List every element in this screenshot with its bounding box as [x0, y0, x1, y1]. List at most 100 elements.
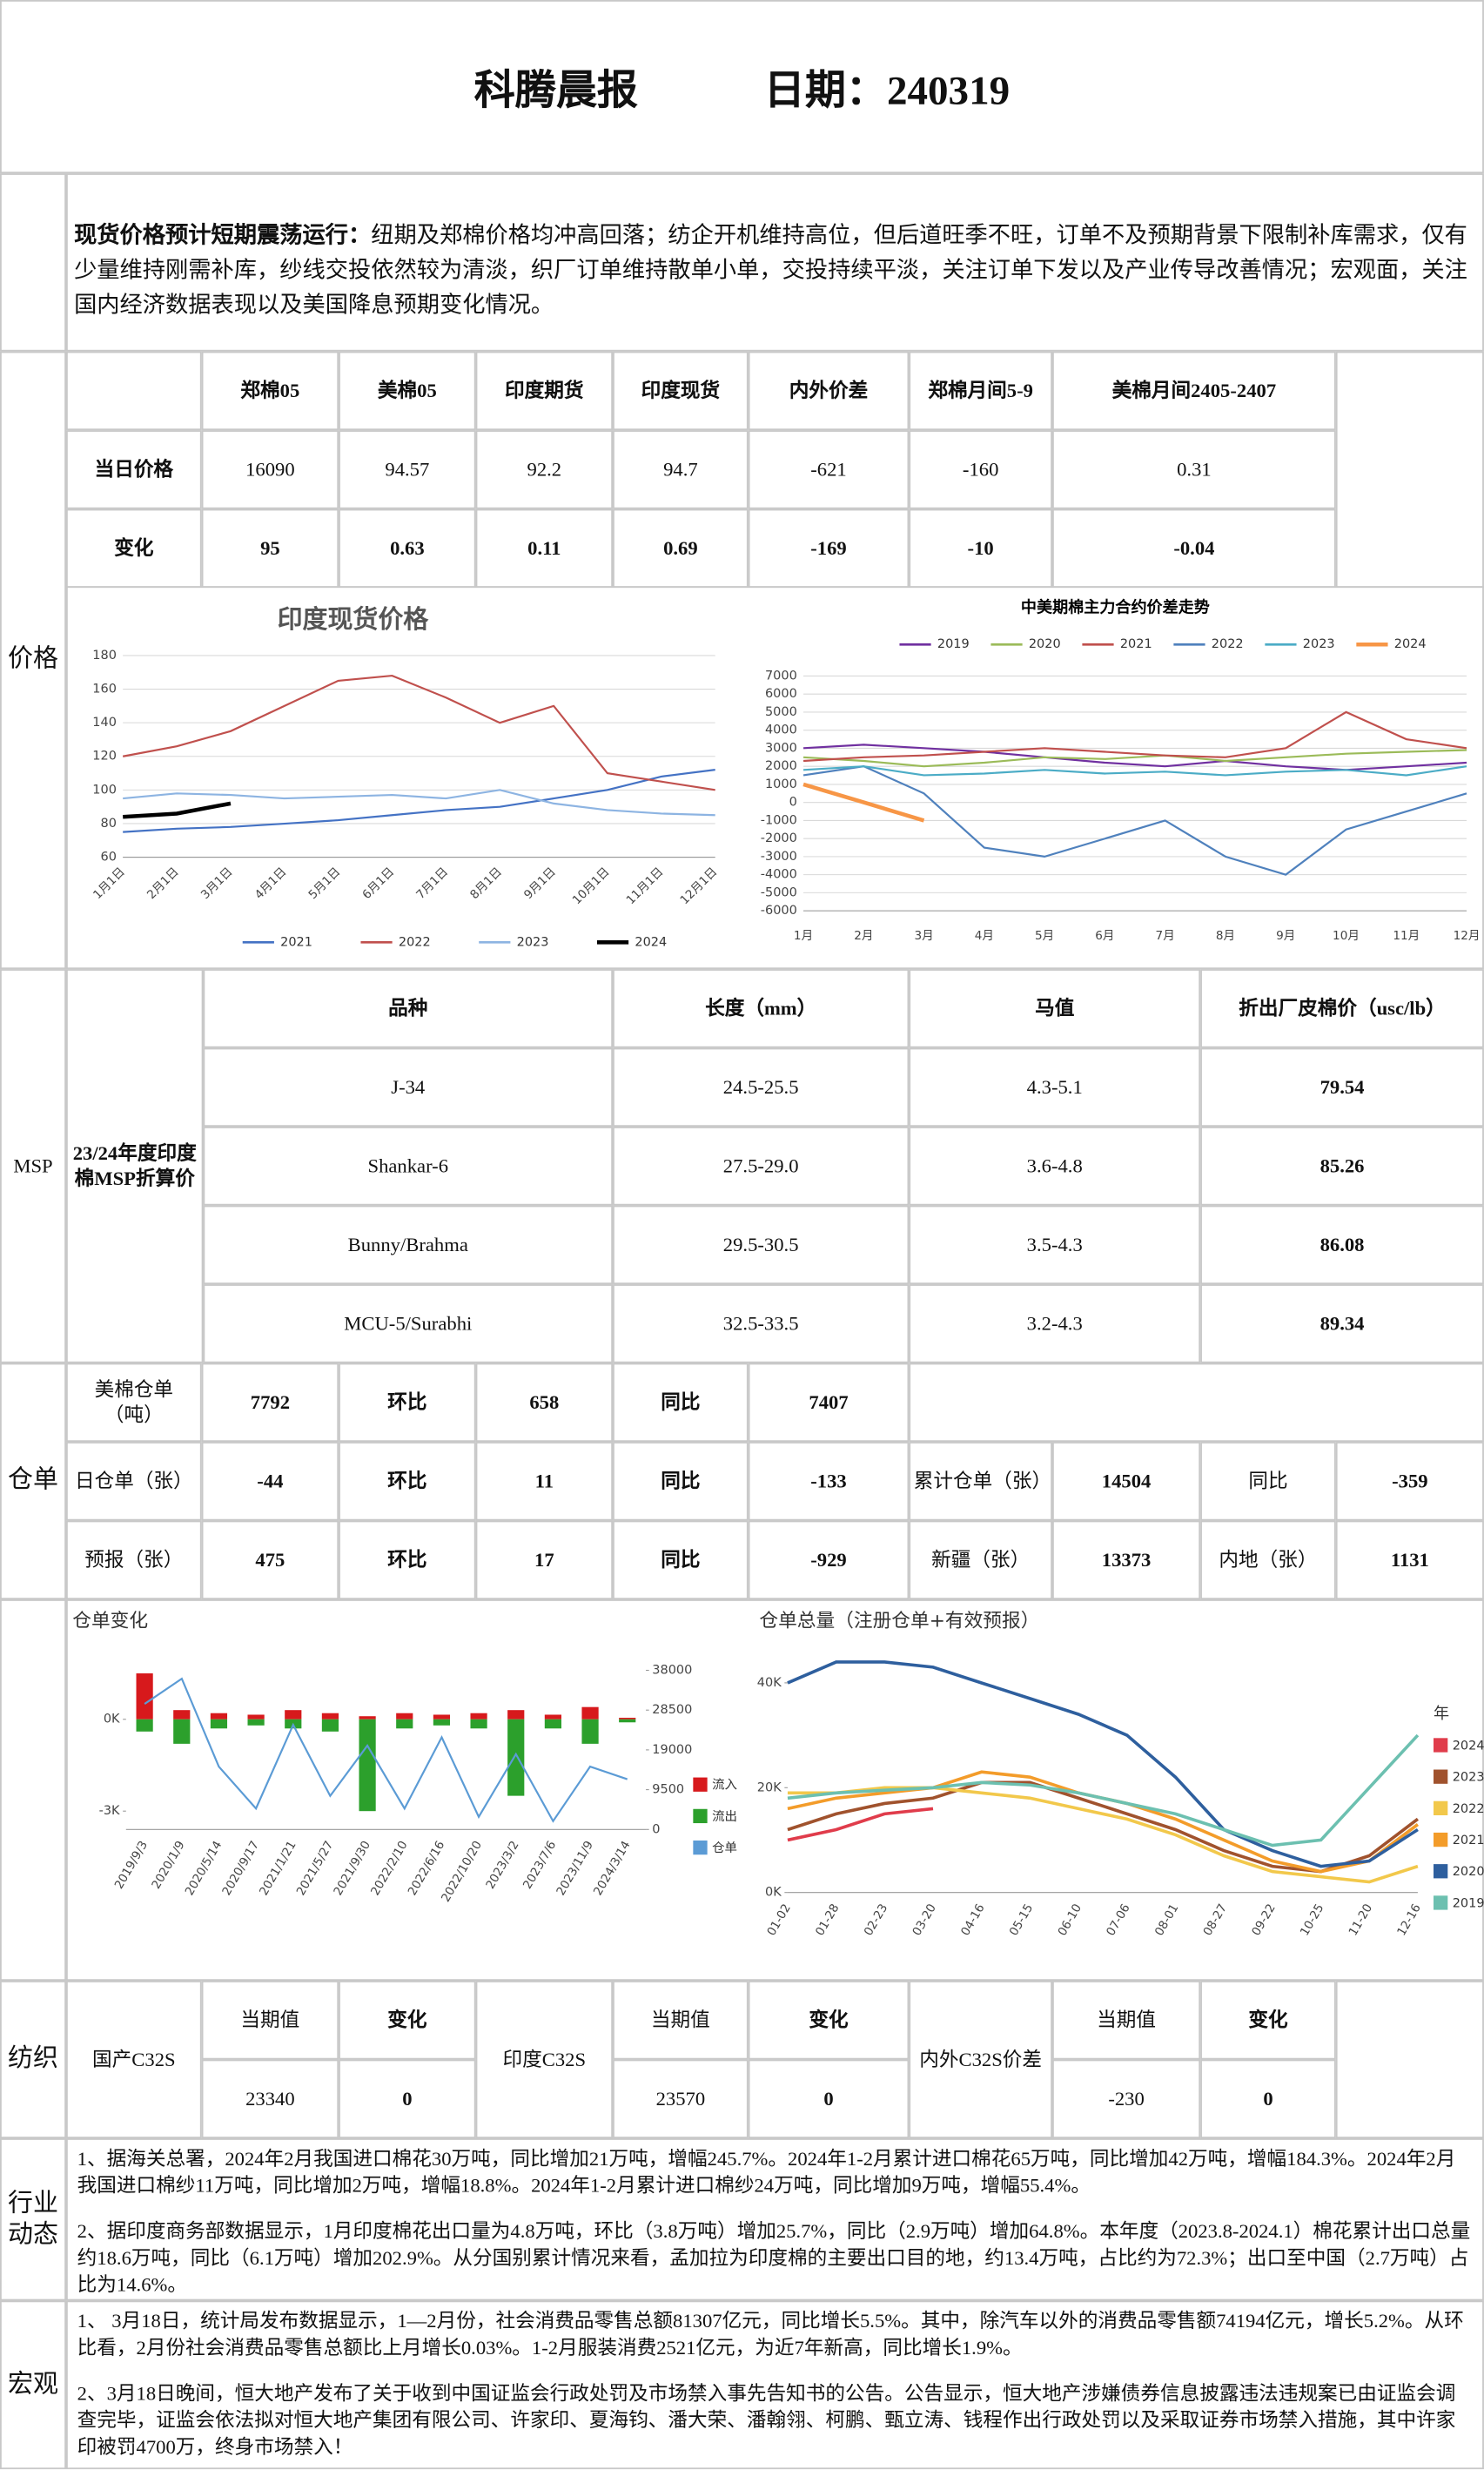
legend-label: 2019 — [937, 637, 970, 651]
legend-label: 2024 — [1394, 637, 1427, 651]
paragraph: 1、据海关总署，2024年2月我国进口棉花30万吨，同比增加21万吨，增幅245… — [77, 2147, 1456, 2197]
bar — [321, 1719, 339, 1732]
x-tick-label: 8月1日 — [467, 865, 505, 902]
legend-label: 流出 — [712, 1809, 737, 1824]
value: MCU-5/Surabhi — [203, 1284, 614, 1363]
x-tick-label: 12-16 — [1394, 1901, 1424, 1938]
series-line — [787, 1786, 1419, 1884]
label: 日仓单（张） — [66, 1442, 202, 1521]
value: 4.3-5.1 — [909, 1047, 1201, 1127]
chart-frame — [66, 1599, 1484, 1982]
value: 16090 — [201, 430, 339, 509]
report-date: 日期：240319 — [763, 66, 1011, 113]
value: 0 — [339, 2059, 476, 2139]
y-tick-label: -5000 — [761, 885, 797, 899]
column-header: 马值 — [909, 969, 1201, 1048]
y2-tick-label: 19000 — [652, 1743, 692, 1757]
bar — [359, 1716, 376, 1720]
summary-lead: 现货价格预计短期震荡运行： — [74, 224, 372, 249]
series-line — [802, 765, 1467, 777]
x-tick-label: 7月1日 — [413, 865, 451, 902]
column-header: 变化 — [339, 1981, 476, 2060]
column-header: 美棉05 — [339, 351, 476, 431]
x-tick-label: 2024/3/14 — [591, 1839, 634, 1898]
value: 3.5-4.3 — [909, 1205, 1201, 1285]
x-tick-label: 2022/2/10 — [368, 1839, 411, 1898]
value: 14504 — [1052, 1442, 1201, 1521]
label: 同比 — [613, 1520, 749, 1600]
y2-tick-label: 9500 — [652, 1783, 684, 1797]
value: 89.34 — [1200, 1284, 1484, 1363]
x-tick-label: 4月1日 — [252, 865, 290, 902]
bar — [581, 1719, 599, 1744]
value: 17 — [475, 1520, 614, 1600]
legend-label: 2020 — [1453, 1865, 1484, 1879]
x-tick-label: 2021/5/27 — [294, 1839, 337, 1898]
bar — [359, 1719, 376, 1812]
value: Shankar-6 — [203, 1127, 614, 1206]
value: 32.5-33.5 — [613, 1284, 910, 1363]
value: 79.54 — [1200, 1047, 1484, 1127]
value: J-34 — [203, 1047, 614, 1127]
x-tick-label: 1月 — [794, 929, 813, 943]
chart-title: 中美期棉主力合约价差走势 — [1021, 598, 1210, 617]
value: 24.5-25.5 — [613, 1047, 910, 1127]
section-label: 纺织 — [0, 1981, 67, 2139]
value: 85.26 — [1200, 1127, 1484, 1206]
column-header: 折出厂皮棉价（usc/lb） — [1200, 969, 1484, 1048]
column-header: 郑棉05 — [201, 351, 339, 431]
value: -621 — [748, 430, 910, 509]
item-name: 印度C32S — [475, 1981, 614, 2139]
label: 同比 — [613, 1442, 749, 1521]
chart-title: 仓单变化 — [72, 1610, 148, 1632]
y-tick-label: 5000 — [765, 705, 797, 719]
section-label: 行业动态 — [0, 2138, 67, 2301]
label: 环比 — [339, 1520, 476, 1600]
x-tick-label: 11月1日 — [624, 865, 667, 907]
series-line — [123, 801, 232, 819]
y-tick-label: -6000 — [761, 904, 797, 918]
bar — [173, 1710, 191, 1720]
x-tick-label: 10-25 — [1298, 1901, 1327, 1938]
value: -44 — [201, 1442, 339, 1521]
text-block: 1、据海关总署，2024年2月我国进口棉花30万吨，同比增加21万吨，增幅245… — [66, 2138, 1484, 2301]
series-line — [787, 1733, 1420, 1847]
series-line — [802, 710, 1467, 763]
value: 0.11 — [475, 508, 614, 589]
y2-tick-label: 28500 — [652, 1703, 692, 1717]
y-tick-label: 0K — [765, 1886, 782, 1900]
y-tick-label: 0K — [104, 1713, 120, 1726]
column-header: 美棉月间2405-2407 — [1052, 351, 1336, 431]
x-tick-label: 2021/9/30 — [331, 1839, 373, 1898]
value: -0.04 — [1052, 508, 1336, 589]
x-tick-label: 2月1日 — [144, 865, 182, 902]
x-tick-label: 1月1日 — [91, 865, 128, 902]
value: 13373 — [1052, 1520, 1201, 1600]
y-tick-label: 40K — [757, 1676, 782, 1690]
label: 预报（张） — [66, 1520, 202, 1600]
row-label: 当日价格 — [66, 430, 202, 509]
value: 23340 — [201, 2059, 339, 2139]
label: 新疆（张） — [909, 1520, 1053, 1600]
y-tick-label: 7000 — [765, 669, 797, 683]
y-tick-label: 20K — [757, 1780, 782, 1794]
paragraph: 2、3月18日晚间，恒大地产发布了关于收到中国证监会行政处罚及市场禁入事先告知书… — [77, 2382, 1456, 2459]
x-tick-label: 2020/9/17 — [219, 1839, 262, 1898]
value: -929 — [748, 1520, 910, 1600]
y-tick-label: 3000 — [765, 741, 797, 755]
x-tick-label: 8月 — [1216, 929, 1235, 943]
legend-label: 2021 — [1120, 637, 1152, 651]
x-tick-label: 07-06 — [1104, 1901, 1133, 1938]
value: 658 — [475, 1363, 614, 1443]
legend-swatch — [693, 1808, 708, 1824]
x-tick-label: 9月 — [1276, 929, 1295, 943]
y-tick-label: -3K — [99, 1804, 120, 1818]
y2-tick-label: 0 — [652, 1822, 660, 1836]
bar — [285, 1710, 302, 1720]
y-tick-label: -2000 — [761, 831, 797, 845]
value: 3.2-4.3 — [909, 1284, 1201, 1363]
x-tick-label: 2019/9/3 — [112, 1839, 151, 1892]
legend-title: 年 — [1434, 1705, 1449, 1723]
series-line — [123, 769, 715, 833]
